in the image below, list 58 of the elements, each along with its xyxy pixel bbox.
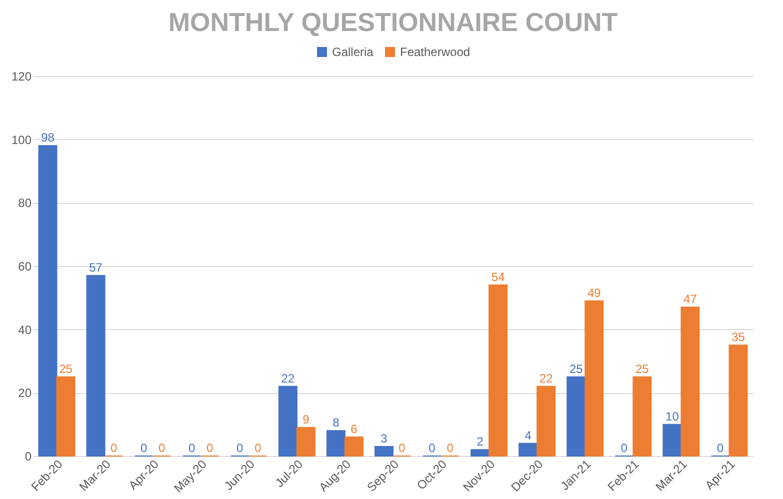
bar bbox=[488, 284, 508, 456]
data-label: 25 bbox=[569, 362, 584, 376]
data-label: 0 bbox=[446, 441, 454, 455]
bar bbox=[86, 275, 106, 456]
y-tick-label: 0 bbox=[24, 450, 32, 464]
data-label: 9 bbox=[302, 412, 310, 426]
bar bbox=[728, 344, 748, 456]
bar bbox=[536, 386, 556, 456]
bar bbox=[518, 442, 538, 456]
bar bbox=[278, 386, 298, 456]
data-label: 8 bbox=[332, 416, 340, 430]
data-label: 0 bbox=[140, 441, 148, 455]
y-tick-label: 40 bbox=[18, 322, 32, 337]
data-label: 25 bbox=[59, 362, 73, 376]
bar bbox=[374, 446, 394, 456]
bar bbox=[470, 449, 490, 456]
bar bbox=[662, 424, 682, 456]
bar bbox=[632, 376, 652, 456]
data-label: 3 bbox=[380, 432, 388, 446]
y-tick-label: 100 bbox=[11, 132, 32, 147]
data-label: 0 bbox=[110, 441, 118, 455]
data-label: 0 bbox=[620, 441, 628, 455]
data-label: 0 bbox=[158, 441, 166, 455]
data-label: 22 bbox=[281, 371, 295, 386]
data-label: 0 bbox=[716, 441, 724, 455]
data-label: 0 bbox=[206, 441, 214, 455]
y-tick-label: 20 bbox=[18, 386, 32, 400]
data-label: 54 bbox=[491, 270, 506, 284]
y-tick-label: 60 bbox=[18, 260, 32, 274]
bar bbox=[56, 376, 76, 456]
bar bbox=[584, 300, 604, 456]
data-label: 10 bbox=[666, 409, 680, 424]
y-tick-label: 120 bbox=[11, 70, 32, 84]
legend-label: Featherwood bbox=[400, 45, 470, 59]
y-tick-label: 80 bbox=[18, 196, 32, 210]
data-label: 35 bbox=[732, 330, 746, 344]
bar bbox=[326, 430, 346, 456]
bar bbox=[296, 427, 316, 456]
data-label: 0 bbox=[398, 441, 406, 455]
bar bbox=[38, 145, 58, 456]
chart-title: MONTHLY QUESTIONNAIRE COUNT bbox=[168, 7, 618, 37]
data-label: 2 bbox=[476, 434, 484, 449]
legend-label: Galleria bbox=[332, 45, 374, 59]
data-label: 6 bbox=[350, 422, 358, 436]
data-label: 0 bbox=[188, 441, 196, 455]
data-label: 0 bbox=[236, 441, 244, 455]
data-label: 49 bbox=[587, 286, 602, 300]
data-label: 98 bbox=[41, 130, 55, 145]
data-label: 0 bbox=[428, 441, 436, 455]
bar bbox=[566, 376, 586, 456]
data-label: 25 bbox=[635, 362, 650, 376]
data-label: 4 bbox=[524, 428, 532, 442]
data-label: 22 bbox=[539, 371, 554, 386]
bar bbox=[680, 306, 700, 456]
data-label: 0 bbox=[254, 441, 262, 455]
data-label: 47 bbox=[684, 292, 698, 306]
bar bbox=[344, 436, 364, 456]
data-label: 57 bbox=[89, 260, 103, 274]
